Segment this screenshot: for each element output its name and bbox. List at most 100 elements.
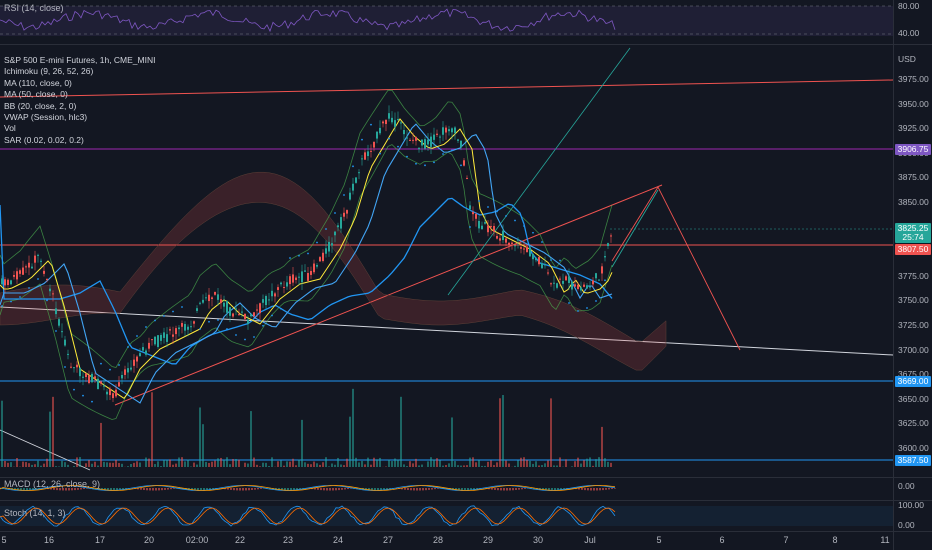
macd-histogram-bar bbox=[473, 488, 475, 490]
volume-bar bbox=[406, 466, 408, 467]
candle bbox=[4, 279, 6, 286]
sar-dot bbox=[226, 328, 228, 330]
macd-histogram-bar bbox=[224, 488, 226, 490]
macd-histogram-bar bbox=[53, 488, 55, 490]
candle bbox=[274, 293, 276, 297]
volume-bar bbox=[286, 461, 288, 467]
candle bbox=[562, 280, 564, 284]
candle bbox=[130, 367, 132, 370]
candle bbox=[292, 274, 294, 283]
macd-histogram-bar bbox=[122, 488, 124, 490]
macd-histogram-bar bbox=[500, 488, 502, 491]
volume-bar bbox=[586, 458, 588, 467]
macd-histogram-bar bbox=[35, 488, 37, 490]
macd-pane[interactable]: MACD (12, 26, close, 9) bbox=[0, 478, 893, 500]
macd-histogram-bar bbox=[332, 488, 334, 491]
volume-bar bbox=[211, 461, 213, 467]
sar-dot bbox=[460, 164, 462, 167]
candle bbox=[607, 243, 609, 247]
macd-histogram-bar bbox=[20, 488, 22, 491]
sar-dot bbox=[199, 328, 201, 330]
candle bbox=[610, 235, 612, 237]
stoch-pane[interactable]: Stoch (14, 1, 3) bbox=[0, 501, 893, 531]
volume-bar bbox=[433, 459, 435, 467]
legend-ichimoku[interactable]: Ichimoku (9, 26, 52, 26) bbox=[4, 66, 94, 77]
candle bbox=[58, 319, 60, 326]
sar-dot bbox=[406, 155, 408, 158]
candle bbox=[154, 336, 156, 345]
legend-symbol[interactable]: S&P 500 E-mini Futures, 1h, CME_MINI bbox=[4, 55, 156, 65]
volume-bar bbox=[454, 461, 456, 467]
macd-histogram-bar bbox=[110, 488, 112, 491]
sar-dot bbox=[64, 366, 66, 368]
macd-histogram-bar bbox=[533, 488, 535, 490]
candle bbox=[346, 210, 348, 214]
legend-vol[interactable]: Vol bbox=[4, 123, 16, 134]
pane-separator[interactable] bbox=[0, 44, 932, 45]
sar-dot bbox=[361, 138, 363, 141]
macd-histogram-bar bbox=[488, 488, 490, 490]
stoch-band bbox=[0, 506, 893, 526]
volume-bar bbox=[592, 465, 594, 467]
candle bbox=[301, 271, 303, 283]
macd-histogram-bar bbox=[71, 488, 73, 491]
volume-bar bbox=[481, 465, 483, 467]
candle bbox=[379, 127, 381, 134]
candle bbox=[490, 226, 492, 228]
pane-separator[interactable] bbox=[0, 477, 932, 478]
bollinger-upper bbox=[0, 89, 613, 368]
candle bbox=[493, 226, 495, 232]
candle bbox=[70, 366, 72, 368]
macd-histogram-bar bbox=[614, 488, 616, 489]
macd-histogram-bar bbox=[503, 488, 505, 491]
legend-ma110[interactable]: MA (110, close, 0) bbox=[4, 77, 72, 88]
legend-vwap[interactable]: VWAP (Session, hlc3) bbox=[4, 112, 88, 123]
candle bbox=[184, 324, 186, 331]
candle bbox=[391, 117, 393, 123]
macd-histogram-bar bbox=[491, 488, 493, 490]
legend-ma50[interactable]: MA (50, close, 0) bbox=[4, 89, 68, 100]
time-tick: 17 bbox=[94, 535, 106, 545]
volume-bar bbox=[373, 457, 375, 467]
pane-separator[interactable] bbox=[0, 500, 932, 501]
volume-bar bbox=[229, 464, 231, 467]
legend-bb[interactable]: BB (20, close, 2, 0) bbox=[4, 100, 77, 111]
macd-histogram-bar bbox=[521, 488, 523, 490]
candle bbox=[496, 236, 498, 239]
rsi-pane[interactable]: RSI (14, close) bbox=[0, 0, 893, 44]
price-axis[interactable] bbox=[893, 0, 932, 550]
sar-dot bbox=[316, 241, 318, 244]
macd-histogram-bar bbox=[209, 488, 211, 490]
candle bbox=[205, 297, 207, 299]
price-pane[interactable]: S&P 500 E-mini Futures, 1h, CME_MINI Ich… bbox=[0, 45, 893, 477]
candle bbox=[106, 391, 108, 395]
candle bbox=[262, 299, 264, 303]
macd-histogram-bar bbox=[338, 488, 340, 491]
volume-bar bbox=[589, 457, 591, 467]
macd-histogram-bar bbox=[317, 488, 319, 490]
candle bbox=[304, 270, 306, 272]
volume-bar bbox=[493, 465, 495, 467]
candle bbox=[52, 293, 54, 295]
volume-bar bbox=[79, 457, 81, 467]
candle bbox=[16, 271, 18, 280]
sar-dot bbox=[100, 362, 102, 365]
macd-histogram-bar bbox=[86, 488, 88, 489]
volume-bar bbox=[100, 422, 102, 467]
sar-dot bbox=[10, 300, 12, 303]
volume-bar bbox=[1, 400, 3, 467]
projection-path-red bbox=[611, 186, 741, 351]
macd-histogram-bar bbox=[245, 488, 247, 491]
sar-dot bbox=[370, 123, 372, 126]
macd-histogram-bar bbox=[350, 488, 352, 489]
legend-sar[interactable]: SAR (0.02, 0.02, 0.2) bbox=[4, 134, 84, 145]
candle bbox=[271, 290, 273, 297]
candle bbox=[328, 241, 330, 252]
candle bbox=[166, 334, 168, 342]
sar-dot bbox=[550, 259, 552, 261]
volume-bar bbox=[172, 464, 174, 467]
volume-bar bbox=[193, 462, 195, 467]
macd-histogram-bar bbox=[401, 488, 403, 490]
volume-bar bbox=[583, 460, 585, 467]
sar-dot bbox=[1, 305, 3, 307]
